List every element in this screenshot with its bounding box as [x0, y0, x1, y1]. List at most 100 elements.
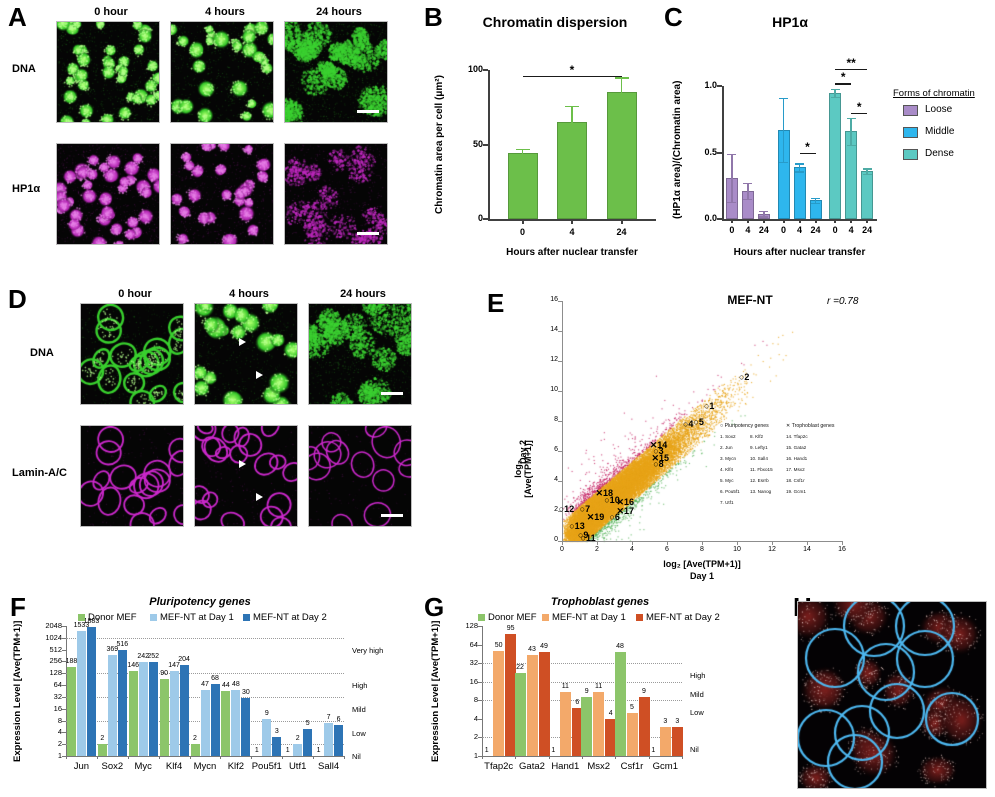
x-tick: [220, 756, 222, 759]
x-tick: [313, 756, 315, 759]
bar-value-label: 3: [274, 728, 279, 736]
x-axis-title-line2: Day 1: [689, 571, 715, 581]
y-tick-label: 32: [469, 658, 478, 668]
bar: [626, 712, 638, 756]
y-tick: [558, 391, 562, 392]
panel-f-title: Pluripotency genes: [149, 596, 251, 608]
legend-label: Middle: [925, 126, 955, 137]
bar-value-label: 188: [65, 657, 78, 665]
scale-bar: [357, 110, 379, 113]
bar: [538, 651, 550, 756]
error-cap: [727, 201, 737, 204]
panel-d-row-label-lamin: Lamin-A/C: [12, 467, 67, 479]
x-tick-label: 0: [729, 225, 735, 235]
gene-marker-msx2: ✕17: [616, 505, 635, 516]
grid-line: [66, 637, 344, 639]
arrowhead-marker: [239, 460, 246, 468]
error-cap: [614, 77, 629, 79]
x-tick-label: 24: [862, 225, 873, 235]
x-tick: [251, 756, 253, 759]
y-tick-label: 1: [473, 751, 478, 760]
category-label: Myc: [134, 761, 152, 772]
side-label: High: [690, 671, 706, 681]
legend-swatch: [78, 614, 85, 621]
bar-value-label: 43: [528, 646, 536, 654]
x-tick: [850, 219, 853, 223]
error-bar: [521, 148, 524, 158]
y-tick-label: 12: [550, 356, 558, 363]
category-label: Hand1: [551, 761, 580, 772]
error-cap: [779, 97, 788, 100]
error-cap: [565, 138, 579, 140]
x-tick: [158, 756, 160, 759]
y-tick: [62, 744, 66, 746]
bar-value-label: 47: [201, 681, 209, 689]
y-axis: [488, 70, 490, 219]
bar-value-label: 30: [241, 689, 250, 696]
bar: [581, 697, 593, 756]
side-label: Low: [352, 728, 366, 738]
x-tick: [807, 541, 808, 545]
micrograph-d-lamin-4h: [194, 425, 298, 527]
bar: [97, 744, 107, 756]
significance-line: [835, 68, 868, 71]
bar: [138, 662, 148, 756]
x-tick: [842, 541, 843, 545]
micrograph-a-dna-4h: [170, 21, 274, 123]
bar: [241, 698, 251, 756]
legend-swatch: [903, 149, 918, 160]
x-tick: [282, 756, 284, 759]
significance-star: *: [569, 63, 575, 77]
significance-star: *: [856, 99, 862, 114]
x-tick-label: 4: [796, 225, 802, 235]
x-tick: [127, 756, 129, 759]
x-tick: [597, 541, 598, 545]
x-tick-label: 6: [665, 546, 669, 553]
legend-label: Donor MEF: [488, 612, 537, 623]
category-label: Gata2: [519, 761, 545, 772]
y-tick-label: 2: [473, 732, 478, 742]
x-tick-label: 24: [810, 225, 821, 235]
y-tick-label: 4: [554, 476, 558, 483]
bar-value-label: 204: [178, 656, 190, 664]
legend-gene-item: 7. Utf1: [720, 500, 734, 505]
scale-bar: [357, 232, 379, 235]
gene-marker-klf4: ○4: [683, 418, 694, 429]
y-tick: [62, 685, 66, 687]
significance-line: [835, 83, 852, 85]
x-tick-label: 24: [758, 225, 769, 235]
micrograph-h: [797, 601, 987, 789]
panel-letter-b: B: [424, 2, 443, 32]
category-label: Utf1: [288, 761, 307, 772]
x-tick-label: 12: [768, 546, 776, 553]
error-cap: [565, 105, 579, 108]
micrograph-d-dna-4h: [194, 303, 298, 405]
y-tick: [478, 644, 482, 646]
bar-value-label: 516: [116, 640, 129, 648]
y-tick: [558, 421, 562, 422]
bar-value-label: 146: [127, 662, 140, 670]
x-tick: [834, 219, 837, 223]
bar-value-label: 48: [616, 643, 624, 651]
scale-bar: [381, 392, 403, 395]
legend-label: Loose: [925, 104, 953, 115]
error-bar: [798, 163, 801, 172]
legend-swatch: [150, 614, 157, 621]
y-tick: [558, 301, 562, 302]
bar: [179, 665, 189, 756]
y-tick-label: 0.0: [704, 213, 717, 223]
y-tick: [62, 661, 66, 663]
y-tick-label: 128: [465, 621, 478, 630]
panel-a-col-label-0: 0 hour: [94, 6, 128, 18]
bar: [221, 691, 231, 756]
bar-value-label: 1: [316, 747, 321, 754]
y-tick-label: 1.0: [704, 80, 717, 90]
error-cap: [795, 171, 804, 173]
y-tick-label: 1: [57, 751, 62, 760]
y-tick: [62, 708, 66, 710]
error-bar: [850, 117, 852, 145]
error-cap: [862, 168, 872, 170]
gene-marker-tfap2c: ✕14: [649, 439, 668, 450]
bar: [793, 167, 806, 219]
x-axis-title-line1: log₂ [Ave(TPM+1)]: [663, 559, 741, 569]
